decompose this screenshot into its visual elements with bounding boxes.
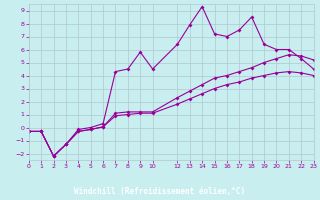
Text: Windchill (Refroidissement éolien,°C): Windchill (Refroidissement éolien,°C) <box>75 187 245 196</box>
